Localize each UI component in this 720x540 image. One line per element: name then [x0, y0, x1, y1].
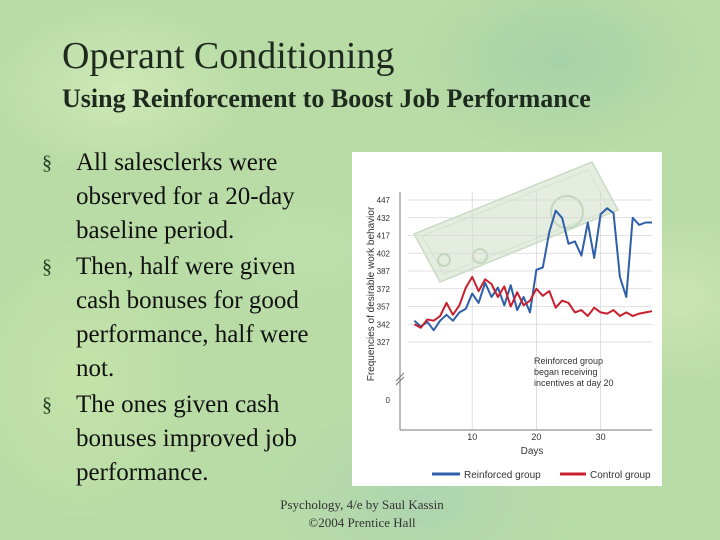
line-chart: 0 327 342 357 372 387 402 417 432 447 10 20 30 Frequ…	[366, 161, 653, 481]
axis-break-mark	[395, 372, 405, 382]
section-bullet-icon: §	[42, 394, 52, 416]
x-axis-label: Days	[521, 446, 544, 457]
y-axis-label: Frequencies of desirable work behavior	[366, 206, 377, 381]
slide-subtitle: Using Reinforcement to Boost Job Perform…	[62, 84, 591, 113]
y-tick-label: 342	[377, 320, 391, 329]
bullet-item: § Then, half were given cash bonuses for…	[42, 250, 342, 386]
x-tick-label: 10	[467, 432, 477, 442]
bullet-text: All salesclerks were observed for a 20-d…	[76, 149, 295, 244]
bullet-text: The ones given cash bonuses improved job…	[76, 391, 297, 486]
bullet-item: § The ones given cash bonuses improved j…	[42, 388, 342, 490]
series-line-control	[413, 275, 653, 329]
section-bullet-icon: §	[42, 152, 52, 174]
y-tick-label: 357	[377, 303, 391, 312]
y-tick-label: 327	[377, 338, 391, 347]
y-tick-label: 432	[377, 214, 391, 223]
footer-credit: Psychology, 4/e by Saul Kassin ©2004 Pre…	[262, 496, 462, 532]
axis-break-mark	[395, 376, 405, 386]
y-tick-label: 372	[377, 285, 391, 294]
legend-label-control: Control group	[590, 470, 651, 481]
series-line-reinforced	[413, 207, 652, 332]
slide-title: Operant Conditioning	[62, 35, 395, 77]
y-tick-label: 402	[377, 249, 391, 258]
y-tick-label: 387	[377, 267, 391, 276]
x-tick-label: 30	[596, 432, 606, 442]
legend: Reinforced group Control group	[432, 470, 651, 481]
y-tick-label: 447	[377, 196, 391, 205]
bullet-text: Then, half were given cash bonuses for g…	[76, 253, 309, 382]
footer-line: Psychology, 4/e by Saul Kassin	[280, 497, 444, 512]
y-tick-label: 417	[377, 232, 391, 241]
annotation-text: Reinforced group began receiving incentive…	[534, 356, 614, 388]
chart-panel: 0 327 342 357 372 387 402 417 432 447 10 20 30 Frequ…	[352, 152, 662, 486]
footer-line: ©2004 Prentice Hall	[308, 515, 416, 530]
y-tick-label: 0	[386, 396, 391, 405]
x-tick-label: 20	[531, 432, 541, 442]
bullet-list: § All salesclerks were observed for a 20…	[42, 146, 342, 492]
bullet-item: § All salesclerks were observed for a 20…	[42, 146, 342, 248]
legend-label-reinforced: Reinforced group	[464, 470, 541, 481]
section-bullet-icon: §	[42, 256, 52, 278]
